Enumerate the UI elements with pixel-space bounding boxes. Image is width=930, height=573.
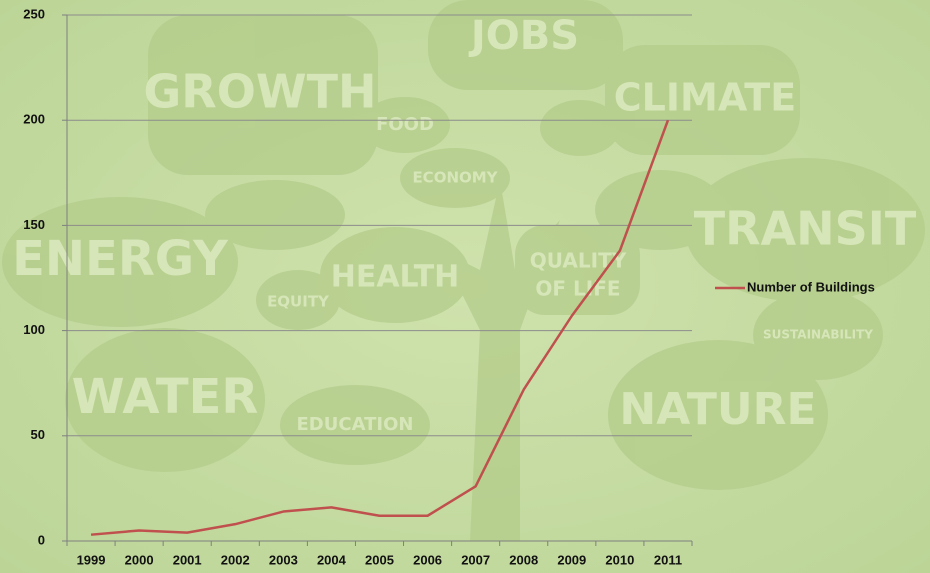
x-tick-label: 2007	[461, 552, 490, 567]
background-word: TRANSIT	[694, 202, 917, 256]
x-tick-label: 2002	[221, 552, 250, 567]
background-word: EQUITY	[267, 293, 330, 311]
background-word: FOOD	[376, 114, 434, 135]
x-tick-label: 2006	[413, 552, 442, 567]
x-tick-label: 2008	[509, 552, 538, 567]
y-tick-label: 200	[23, 112, 45, 127]
background-word: OF LIFE	[535, 277, 620, 301]
x-tick-label: 2005	[365, 552, 394, 567]
y-tick-label: 0	[38, 532, 45, 547]
background-word: HEALTH	[331, 260, 460, 295]
background-word: GROWTH	[144, 65, 377, 119]
chart: GROWTH JOBS CLIMATE FOOD ECONOMY ENERGY HEALTH…	[0, 0, 930, 573]
y-tick-label: 250	[23, 6, 45, 21]
y-tick-label: 50	[31, 427, 45, 442]
x-tick-label: 2011	[654, 552, 682, 567]
background-word: EDUCATION	[297, 414, 414, 435]
y-tick-label: 150	[23, 217, 45, 232]
legend-label: Number of Buildings	[747, 279, 875, 294]
x-tick-label: 2000	[125, 552, 154, 567]
x-tick-label: 2003	[269, 552, 298, 567]
x-tick-label: 2010	[605, 552, 634, 567]
page: {"chart_data": {"type": "line", "categor…	[0, 0, 930, 573]
background-word: ECONOMY	[412, 169, 498, 187]
background-word: ENERGY	[12, 231, 229, 287]
y-tick-label: 100	[23, 322, 45, 337]
background-word: NATURE	[619, 384, 816, 435]
background-word: SUSTAINABILITY	[763, 328, 873, 342]
background-word: JOBS	[468, 13, 579, 59]
x-tick-label: 2004	[317, 552, 347, 567]
x-tick-label: 2001	[173, 552, 202, 567]
background-word: CLIMATE	[614, 76, 796, 120]
x-tick-label: 2009	[557, 552, 586, 567]
x-tick-label: 1999	[77, 552, 106, 567]
background-word: WATER	[72, 369, 259, 425]
